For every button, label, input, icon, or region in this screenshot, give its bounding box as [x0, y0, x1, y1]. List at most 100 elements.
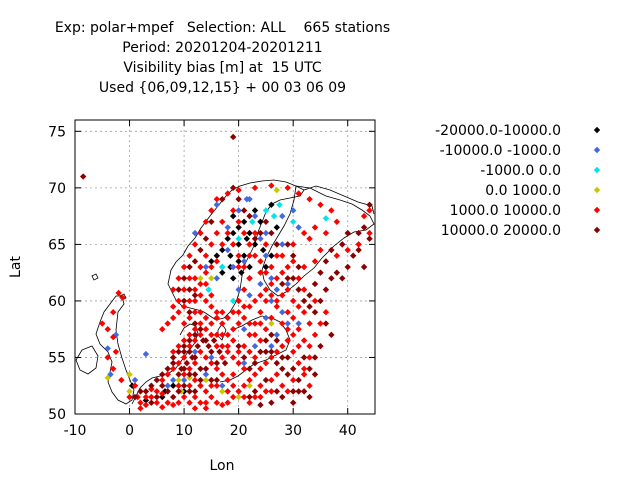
data-point [273, 275, 281, 282]
data-point [191, 297, 199, 305]
data-point [268, 388, 275, 395]
data-point [279, 354, 286, 361]
data-point [202, 365, 210, 372]
data-point [235, 348, 242, 356]
data-point [208, 382, 215, 389]
data-point [322, 229, 330, 237]
data-point [251, 241, 259, 248]
data-point [180, 263, 188, 271]
data-point [246, 348, 253, 356]
data-point [153, 399, 161, 406]
data-point [169, 376, 177, 384]
x-tick-label: -10 [64, 423, 87, 439]
data-point [295, 263, 302, 271]
data-point [142, 393, 150, 401]
data-point [186, 365, 193, 372]
data-point [243, 195, 251, 203]
data-point [224, 342, 231, 350]
data-point [311, 331, 319, 339]
data-point [251, 388, 259, 395]
data-point [175, 348, 182, 356]
data-point [219, 218, 226, 225]
data-point [284, 241, 291, 248]
data-point [240, 314, 248, 322]
data-point [262, 263, 270, 271]
data-point [229, 133, 237, 141]
data-point [208, 359, 215, 367]
data-point [191, 241, 199, 248]
data-point [213, 195, 221, 203]
data-point [159, 390, 166, 397]
data-point [295, 224, 302, 231]
data-point [208, 354, 215, 361]
data-point [289, 365, 297, 372]
data-point [175, 388, 182, 395]
data-point [251, 331, 259, 339]
data-point [191, 405, 199, 412]
chart-title-line-4: Used {06,09,12,15} + 00 03 06 09 [98, 80, 347, 96]
axes: -10 0 10 20 30 40 50 55 60 65 70 75 [48, 120, 375, 439]
data-point [333, 218, 341, 225]
data-point [131, 382, 139, 389]
data-point [306, 235, 313, 242]
data-point [191, 331, 199, 339]
data-point [191, 309, 199, 316]
data-point [180, 337, 188, 344]
data-point [246, 303, 253, 310]
data-point [164, 371, 171, 378]
data-point [240, 354, 248, 361]
data-point [270, 212, 278, 220]
data-point [153, 388, 161, 395]
data-point [243, 235, 251, 242]
data-point [279, 252, 286, 259]
data-point [219, 309, 226, 316]
data-point [306, 303, 313, 310]
data-point [142, 388, 150, 395]
data-point [235, 388, 242, 395]
data-point [366, 201, 373, 209]
data-point [235, 309, 242, 316]
data-point [164, 365, 171, 372]
data-point [251, 371, 259, 378]
data-point [355, 229, 362, 237]
data-point [197, 309, 204, 316]
data-point [219, 269, 226, 276]
data-point [268, 292, 275, 299]
data-point [246, 263, 253, 271]
data-point [289, 258, 297, 265]
data-point [251, 235, 259, 242]
data-point [268, 354, 275, 361]
y-tick-label: 75 [48, 124, 66, 140]
data-point [268, 342, 275, 350]
data-point [246, 275, 253, 282]
data-point [175, 286, 182, 293]
data-point [115, 289, 122, 297]
data-point [289, 252, 297, 259]
data-point [306, 195, 313, 203]
data-point [279, 292, 286, 299]
data-point [349, 252, 357, 259]
data-point [219, 388, 226, 395]
data-point [262, 207, 270, 214]
data-point [186, 388, 193, 395]
data-point [289, 241, 297, 248]
data-point [224, 376, 231, 384]
data-point [191, 258, 199, 265]
data-point [262, 314, 270, 322]
data-point [202, 337, 210, 344]
data-point [164, 382, 171, 389]
data-point [257, 280, 264, 288]
data-point [148, 385, 155, 393]
data-point [159, 404, 166, 411]
data-point [219, 263, 226, 271]
x-tick-label: 0 [125, 423, 134, 439]
data-point [104, 345, 111, 352]
data-point [180, 303, 188, 310]
data-point [202, 376, 210, 384]
data-point [219, 371, 226, 378]
data-point [300, 371, 308, 378]
data-point [208, 376, 215, 384]
data-point [191, 275, 199, 282]
data-point [183, 359, 191, 367]
data-point [191, 229, 199, 237]
